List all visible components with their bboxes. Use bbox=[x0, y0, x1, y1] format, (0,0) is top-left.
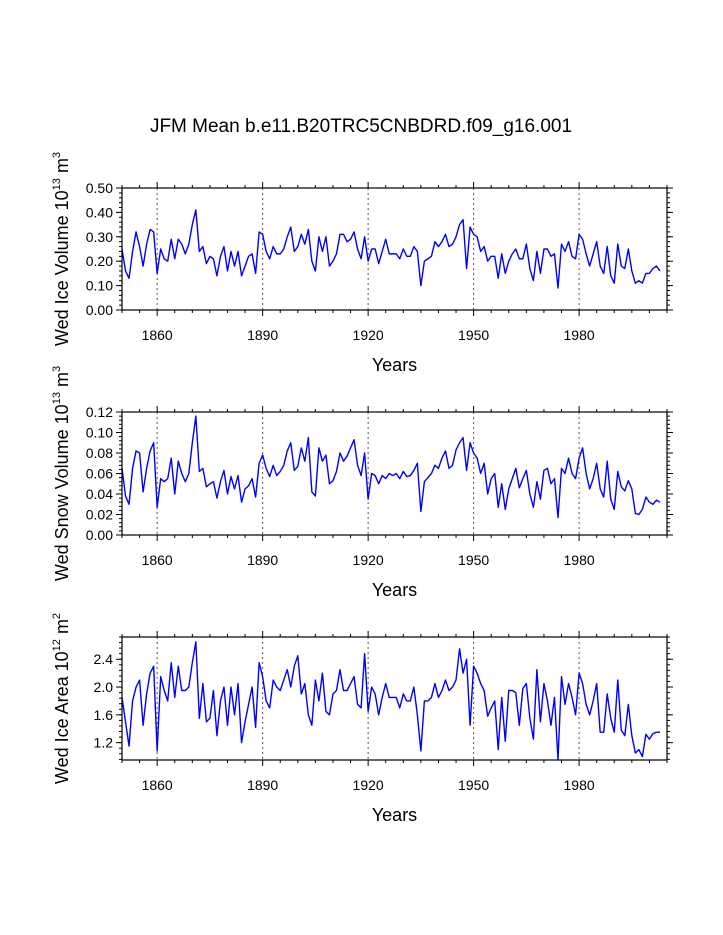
y-axis-title-part: m bbox=[52, 372, 72, 392]
y-tick-label: 0.00 bbox=[86, 527, 113, 543]
y-tick-label: 0.06 bbox=[86, 466, 113, 482]
y-axis-exponent: 2 bbox=[51, 613, 63, 619]
y-axis-exponent: 13 bbox=[51, 178, 63, 190]
x-tick-label: 1950 bbox=[458, 552, 489, 568]
x-tick-label: 1860 bbox=[142, 552, 173, 568]
x-tick-label: 1980 bbox=[564, 327, 595, 343]
wed-ice-area-panel: 1.2 1.6 2.0 2.4 1860 1890 1920 1950 1980 Years Wed… bbox=[51, 613, 673, 825]
y-tick-label: 2.4 bbox=[94, 651, 114, 667]
y-axis-title-part: Wed Snow Volume 10 bbox=[52, 404, 72, 581]
y-axis-title: Wed Ice Volume 1013 m3 bbox=[51, 152, 72, 346]
x-tick-label: 1950 bbox=[458, 327, 489, 343]
x-axis-title: Years bbox=[372, 805, 417, 825]
y-tick-label: 1.6 bbox=[94, 707, 114, 723]
y-tick-label: 0.30 bbox=[86, 229, 113, 245]
y-axis-title-part: Wed Ice Volume 10 bbox=[52, 190, 72, 346]
y-tick-label: 0.02 bbox=[86, 507, 113, 523]
y-axis-title-part: Wed Ice Area 10 bbox=[52, 651, 72, 784]
y-tick-label: 0.10 bbox=[86, 425, 113, 441]
x-axis-title: Years bbox=[372, 355, 417, 375]
y-tick-label: 0.50 bbox=[86, 180, 113, 196]
x-tick-label: 1890 bbox=[247, 327, 278, 343]
x-tick-label: 1920 bbox=[353, 777, 384, 793]
plot-frame bbox=[121, 187, 668, 311]
y-axis-exponent: 13 bbox=[51, 392, 63, 404]
wed-snow-volume-series-line bbox=[121, 415, 661, 519]
x-tick-label: 1980 bbox=[564, 552, 595, 568]
x-tick-label: 1920 bbox=[353, 552, 384, 568]
y-axis-exponent: 3 bbox=[51, 366, 63, 372]
y-tick-label: 2.0 bbox=[94, 679, 114, 695]
x-tick-label: 1860 bbox=[142, 327, 173, 343]
y-axis-exponent: 3 bbox=[51, 152, 63, 158]
wed-ice-volume-series-line bbox=[121, 209, 661, 289]
y-tick-label: 0.00 bbox=[86, 302, 113, 318]
x-tick-label: 1980 bbox=[564, 777, 595, 793]
x-tick-label: 1890 bbox=[247, 777, 278, 793]
x-tick-label: 1860 bbox=[142, 777, 173, 793]
y-tick-label: 0.08 bbox=[86, 445, 113, 461]
y-tick-label: 0.20 bbox=[86, 253, 113, 269]
chart-title: JFM Mean b.e11.B20TRC5CNBDRD.f09_g16.001 bbox=[150, 116, 572, 137]
wed-ice-volume-panel: 0.00 0.10 0.20 0.30 0.40 0.50 1860 1890 1920 1950… bbox=[51, 152, 673, 375]
x-tick-label: 1890 bbox=[247, 552, 278, 568]
y-tick-label: 0.40 bbox=[86, 204, 113, 220]
y-axis-exponent: 12 bbox=[51, 639, 63, 651]
y-tick-label: 1.2 bbox=[94, 735, 114, 751]
y-axis-title-part: m bbox=[52, 619, 72, 639]
y-tick-label: 0.10 bbox=[86, 278, 113, 294]
y-axis-title: Wed Snow Volume 1013 m3 bbox=[51, 366, 72, 581]
x-tick-label: 1920 bbox=[353, 327, 384, 343]
wed-ice-area-series-line bbox=[121, 641, 660, 761]
y-axis-title: Wed Ice Area 1012 m2 bbox=[51, 613, 72, 784]
x-tick-label: 1950 bbox=[458, 777, 489, 793]
y-tick-label: 0.12 bbox=[86, 404, 113, 420]
wed-snow-volume-panel: 0.00 0.02 0.04 0.06 0.08 0.10 0.12 1860 1890 1920… bbox=[51, 366, 673, 600]
x-axis-title: Years bbox=[372, 580, 417, 600]
y-axis-title-part: m bbox=[52, 158, 72, 178]
y-tick-label: 0.04 bbox=[86, 486, 113, 502]
